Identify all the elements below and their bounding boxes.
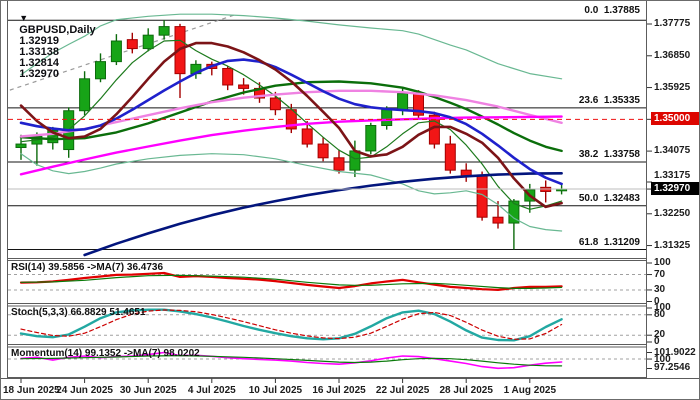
time-label: 30 Jun 2025 bbox=[119, 385, 177, 396]
stoch-panel-title: Stoch(5,3,3) 66.8829 51.4651 bbox=[11, 307, 146, 318]
price-tick: 1.37775 bbox=[654, 18, 691, 29]
rsi-scale-70: 70 bbox=[654, 269, 666, 280]
time-label: 4 Jul 2025 bbox=[187, 385, 236, 396]
symbol-timeframe: GBPUSD,Daily bbox=[19, 24, 96, 36]
price-tick: 1.31325 bbox=[654, 240, 691, 251]
price-tick: 1.36850 bbox=[654, 50, 691, 61]
ohlc-high: 1.33138 bbox=[19, 46, 59, 58]
price-tick: 1.34075 bbox=[654, 145, 691, 156]
ohlc-low: 1.32814 bbox=[19, 57, 59, 69]
time-label: 18 Jun 2025 bbox=[3, 385, 60, 396]
ohlc-close: 1.32970 bbox=[19, 68, 59, 80]
momentum-scale-100: 100 bbox=[654, 354, 671, 365]
chart-title-bar: ▼ GBPUSD,Daily 1.32919 1.33138 1.32814 1… bbox=[7, 3, 100, 91]
stoch-scale-80: 80 bbox=[654, 309, 666, 320]
stoch-scale-20: 20 bbox=[654, 329, 666, 340]
rsi-scale-0: 0 bbox=[654, 296, 660, 307]
momentum-scale-max: 101.9022 bbox=[654, 347, 696, 358]
ohlc-open: 1.32919 bbox=[19, 35, 59, 47]
fib-label-50-0: 50.0 1.32483 bbox=[578, 193, 640, 204]
price-tick: 1.32250 bbox=[654, 208, 691, 219]
current-price-badge: 1.32970 bbox=[651, 182, 699, 195]
fib-label-23-6: 23.6 1.35335 bbox=[578, 95, 640, 106]
chart-marker-icon: ▼ bbox=[19, 13, 29, 23]
fib-label-61-8: 61.8 1.31209 bbox=[578, 237, 640, 248]
stoch-scale-100: 100 bbox=[654, 302, 671, 313]
time-label: 22 Jul 2025 bbox=[375, 385, 430, 396]
time-label: 10 Jul 2025 bbox=[248, 385, 303, 396]
rsi-panel-title: RSI(14) 39.5856 ->MA(7) 36.4736 bbox=[11, 262, 164, 273]
time-label: 24 Jun 2025 bbox=[56, 385, 113, 396]
time-label: 28 Jul 2025 bbox=[439, 385, 493, 396]
rsi-scale-100: 100 bbox=[654, 257, 671, 268]
fib-label-38-2: 38.2 1.33758 bbox=[578, 149, 640, 160]
time-label: 1 Aug 2025 bbox=[503, 385, 557, 396]
price-tick: 1.33175 bbox=[654, 170, 691, 181]
fib-label-0: 0.0 1.37885 bbox=[584, 5, 640, 16]
stoch-scale-0: 0 bbox=[654, 336, 660, 347]
price-level-badge: 1.35000 bbox=[651, 112, 699, 125]
time-label: 16 Jul 2025 bbox=[312, 385, 366, 396]
rsi-scale-30: 30 bbox=[654, 284, 666, 295]
momentum-scale-min: 97.2546 bbox=[654, 362, 691, 373]
momentum-panel-title: Momentum(14) 99.1352 ->MA(7) 98.0202 bbox=[11, 348, 200, 359]
price-tick: 1.35925 bbox=[654, 82, 691, 93]
